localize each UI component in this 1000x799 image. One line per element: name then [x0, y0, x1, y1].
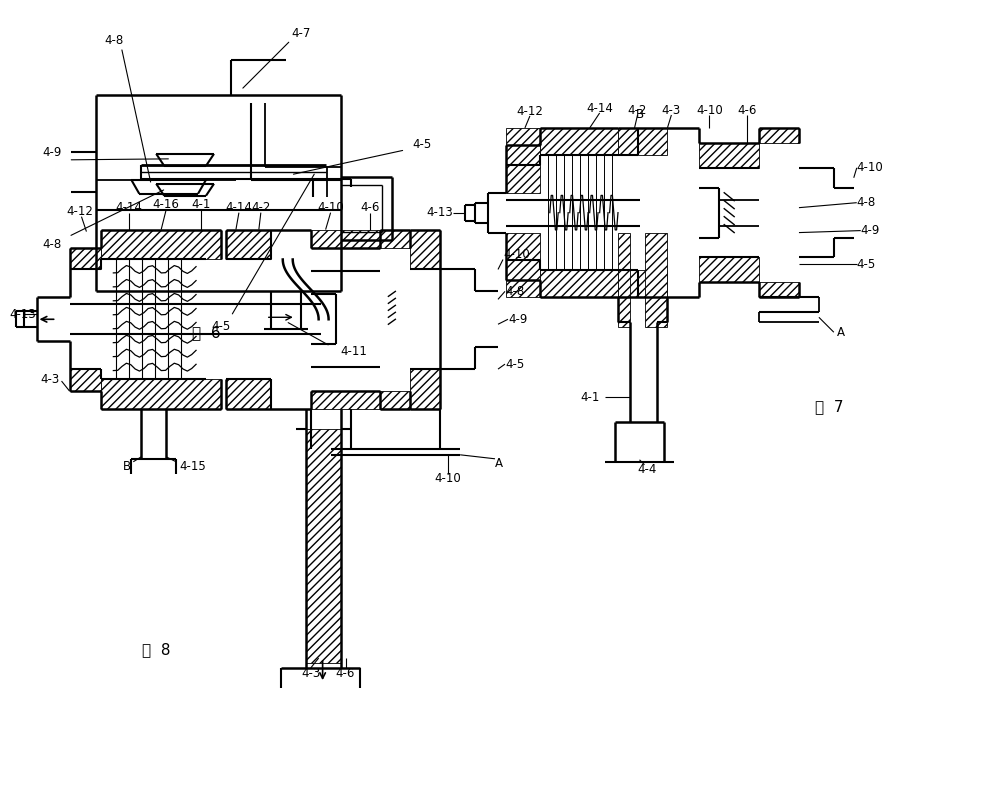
Text: 4-1: 4-1: [191, 198, 211, 211]
Bar: [506, 233, 540, 260]
Bar: [699, 143, 759, 168]
Text: 4-5: 4-5: [505, 358, 524, 371]
Bar: [618, 270, 667, 297]
Text: 4-15: 4-15: [179, 460, 206, 473]
Bar: [311, 391, 380, 409]
Bar: [311, 229, 380, 248]
Bar: [540, 128, 618, 155]
Text: 4-8: 4-8: [105, 34, 124, 47]
Text: B: B: [123, 460, 131, 473]
Text: 4-6: 4-6: [336, 666, 355, 679]
Bar: [70, 248, 101, 269]
Text: 4-6: 4-6: [737, 104, 757, 117]
Bar: [506, 145, 540, 165]
Text: 4-10: 4-10: [503, 248, 530, 261]
Bar: [410, 229, 440, 269]
Bar: [226, 229, 271, 260]
Bar: [699, 257, 759, 282]
Bar: [759, 282, 799, 297]
Text: 4-14: 4-14: [225, 201, 252, 214]
Bar: [645, 233, 667, 328]
Text: 4-13: 4-13: [10, 308, 36, 320]
Text: A: A: [495, 457, 503, 471]
Bar: [70, 369, 101, 391]
Text: 4-3: 4-3: [301, 666, 320, 679]
Text: 4-8: 4-8: [42, 238, 62, 251]
Text: 4-10: 4-10: [317, 201, 344, 214]
Bar: [618, 233, 630, 328]
Text: 4-9: 4-9: [508, 312, 527, 326]
Text: 4-16: 4-16: [153, 198, 180, 211]
Text: 4-8: 4-8: [505, 285, 524, 298]
Text: 4-3: 4-3: [40, 372, 60, 386]
Text: 4-5: 4-5: [857, 258, 876, 271]
Text: 4-13: 4-13: [426, 206, 453, 219]
Text: 4-10: 4-10: [435, 472, 462, 485]
Text: 4-2: 4-2: [628, 104, 647, 117]
Text: 4-10: 4-10: [696, 104, 723, 117]
Text: 4-9: 4-9: [861, 224, 880, 237]
Text: 4-6: 4-6: [361, 201, 380, 214]
Text: 4-3: 4-3: [662, 104, 681, 117]
Text: 4-1: 4-1: [580, 391, 600, 403]
Text: 4-4: 4-4: [638, 463, 657, 476]
Text: 图  7: 图 7: [815, 400, 843, 415]
Text: 4-14: 4-14: [586, 101, 613, 114]
Text: B: B: [635, 109, 644, 121]
Text: 图  8: 图 8: [142, 642, 170, 658]
Bar: [101, 229, 221, 260]
Text: 4-7: 4-7: [291, 27, 310, 40]
Bar: [226, 379, 271, 409]
Bar: [506, 280, 540, 297]
Bar: [759, 128, 799, 143]
Bar: [306, 429, 341, 663]
Bar: [506, 165, 540, 193]
Text: 4-5: 4-5: [412, 138, 432, 151]
Text: 图  6: 图 6: [192, 324, 220, 340]
Bar: [410, 369, 440, 409]
Bar: [380, 229, 410, 248]
Text: 4-12: 4-12: [67, 205, 93, 218]
Bar: [618, 128, 667, 155]
Text: 4-11: 4-11: [341, 344, 367, 358]
Text: 4-9: 4-9: [42, 146, 62, 159]
Text: 4-5: 4-5: [211, 320, 231, 332]
Text: 4-2: 4-2: [251, 201, 271, 214]
Bar: [506, 260, 540, 280]
Bar: [540, 270, 618, 297]
Bar: [101, 379, 221, 409]
Text: A: A: [837, 326, 845, 339]
Bar: [380, 391, 410, 409]
Text: 4-14: 4-14: [116, 201, 143, 214]
Bar: [506, 128, 540, 145]
Text: 4-8: 4-8: [857, 197, 876, 209]
Text: 4-12: 4-12: [516, 105, 543, 117]
Text: 4-10: 4-10: [857, 161, 884, 174]
